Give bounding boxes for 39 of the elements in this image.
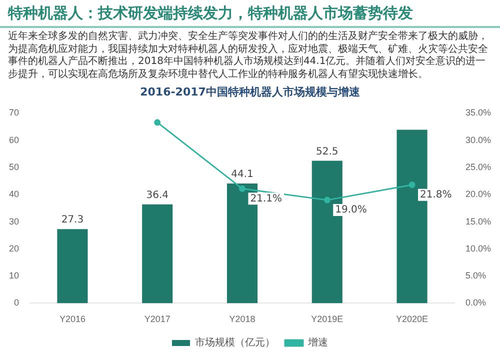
x-tick-label: Y2017 — [144, 314, 170, 324]
legend-label: 增速 — [307, 336, 328, 349]
y2-tick-label: 30.0% — [465, 134, 492, 145]
point — [154, 119, 161, 126]
data-label: 19.0% — [335, 204, 367, 216]
data-label: 27.3 — [61, 214, 84, 226]
bar — [142, 204, 173, 304]
bar — [57, 229, 88, 304]
x-tick-label: Y2016 — [59, 314, 86, 324]
point — [238, 185, 246, 192]
y2-tick-label: 35.0% — [465, 108, 492, 118]
x-tick-label: Y2018 — [229, 314, 256, 324]
x-tick-label: Y2019E — [311, 314, 344, 324]
y-tick-label: 40 — [8, 189, 20, 200]
data-label: 21.1% — [250, 193, 282, 204]
legend-label: 市场规模（亿元） — [195, 336, 275, 349]
chart-subtitle: 2016-2017中国特种机器人市场规模与增速 — [140, 85, 361, 98]
y-tick-label: 20 — [8, 243, 20, 254]
text: 近年来全球多发的自然灾害、武力冲突、安全生产等突发事件对人们的的生活及财产安全带来了极大的威胁，为提高危机应对能力，我国持续加大对特种机器人的研发投入，应对地震、极端天气、矿难、火灾等公共安全事件的机器人产品不断推出，2018年中国特种机器人市场规模达到44.1亿元。并随着人们对安全意识的进一步提升，可以实现在高危场所及复杂环境中替代人工作业的特种服务机器人有望实现快速增长。 — [7, 30, 489, 82]
y2-tick-label: 5.0% — [465, 270, 486, 281]
y2-tick-label: 0.0% — [465, 298, 486, 308]
chart-title: 特种机器人：技术研发端持续发力，特种机器人市场蓄势待发 — [0, 0, 500, 28]
y2-tick-label: 10.0% — [465, 243, 492, 254]
y-tick-label: 10 — [8, 270, 20, 281]
y-tick-label: 30 — [8, 216, 20, 226]
y2-tick-label: 25.0% — [465, 162, 492, 172]
data-label: 52.5 — [316, 146, 338, 158]
x-tick-label: Y2020E — [396, 314, 428, 324]
y-tick-label: 0 — [14, 298, 20, 308]
point — [408, 182, 416, 188]
y-tick-label: 70 — [8, 108, 20, 118]
data-label: 21.8% — [420, 189, 452, 200]
y2-tick-label: 20.0% — [465, 189, 492, 200]
y-tick-label: 50 — [8, 162, 20, 172]
data-label: 44.1 — [231, 169, 254, 180]
y2-tick-label: 15.0% — [465, 216, 492, 226]
y-tick-label: 60 — [8, 134, 20, 145]
data-label: 36.4 — [146, 190, 168, 201]
point — [324, 196, 330, 204]
